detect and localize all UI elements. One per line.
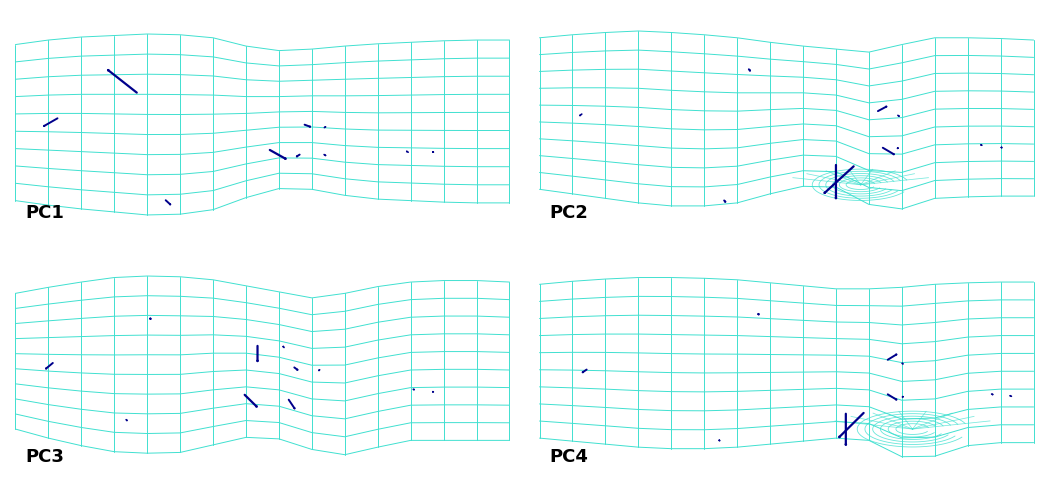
Text: PC2: PC2 xyxy=(550,204,588,222)
Text: PC3: PC3 xyxy=(25,447,64,465)
Text: PC4: PC4 xyxy=(550,447,588,465)
Text: PC1: PC1 xyxy=(25,204,64,222)
